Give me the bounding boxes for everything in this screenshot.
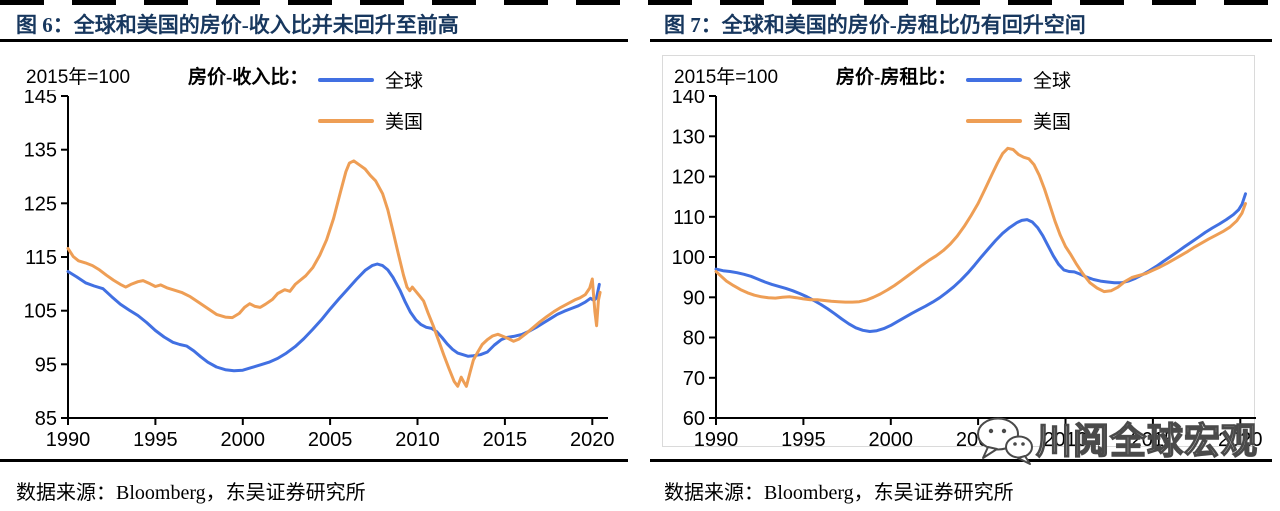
figure-6-source: 数据来源：Bloomberg，东吴证券研究所 <box>16 482 366 504</box>
y-tick-label: 140 <box>672 90 705 108</box>
series-line-global <box>66 262 601 373</box>
us-line-swatch <box>318 118 374 123</box>
figure-6-panel: 图 6：全球和美国的房价-收入比并未回升至前高 2015年=100 房价-收入比… <box>0 0 632 511</box>
figure-7-title-rule <box>650 39 1272 42</box>
figure-7-title: 图 7：全球和美国的房价-房租比仍有回升空间 <box>664 13 1086 37</box>
x-tick-label: 1990 <box>46 429 91 451</box>
y-tick-label: 60 <box>683 408 705 430</box>
x-tick-label: 2010 <box>395 429 440 451</box>
x-tick-label: 2015 <box>483 429 528 451</box>
y-tick-label: 105 <box>24 301 57 323</box>
y-tick-label: 125 <box>24 193 57 215</box>
x-tick-label: 2005 <box>308 429 353 451</box>
legend-item-global: 全球 <box>966 66 1071 93</box>
figure-7-panel: 图 7：全球和美国的房价-房租比仍有回升空间 2015年=100 房价-房租比：… <box>648 0 1280 511</box>
y-tick-label: 110 <box>673 207 705 229</box>
x-tick-label: 2020 <box>1218 429 1263 451</box>
y-tick-label: 145 <box>24 90 57 108</box>
index-base-note: 2015年=100 <box>674 67 779 88</box>
y-tick-label: 120 <box>672 167 705 189</box>
us-line-swatch <box>966 118 1022 123</box>
line-chart-figure-6: 85 95 105 115 125 135 145 1990 1995 2000 2005 2010 2… <box>24 90 615 451</box>
x-tick-label: 2010 <box>1043 429 1088 451</box>
legend-label-us: 美国 <box>1033 112 1072 133</box>
figure-7-plot-border <box>662 55 1255 447</box>
legend-item-us: 美国 <box>966 107 1071 134</box>
figure-7-source: 数据来源：Bloomberg，东吴证券研究所 <box>664 482 1014 504</box>
y-tick-label: 100 <box>672 247 705 269</box>
x-tick-label: 1995 <box>781 429 826 451</box>
y-tick-label: 70 <box>683 368 705 390</box>
wechat-icon <box>977 417 1033 465</box>
figure-6-title-rule <box>0 39 628 42</box>
y-tick-label: 130 <box>672 126 705 148</box>
x-tick-label: 2000 <box>221 429 266 451</box>
y-tick-label: 90 <box>683 287 705 309</box>
watermark-text: 川阅全球宏观 <box>1035 421 1259 461</box>
x-tick-label: 1995 <box>133 429 178 451</box>
page-top-dashed-border <box>0 0 1280 5</box>
legend-label-global: 全球 <box>385 71 424 92</box>
legend-title: 房价-收入比： <box>188 67 309 88</box>
figure-7-source-rule <box>650 459 1272 462</box>
watermark: 川阅全球宏观 <box>976 416 1258 466</box>
series-line-us <box>714 146 1247 304</box>
global-line-swatch <box>318 77 374 82</box>
legend-title: 房价-房租比： <box>836 67 957 88</box>
legend-item-global: 全球 <box>318 66 423 93</box>
index-base-note: 2015年=100 <box>26 67 131 88</box>
x-tick-label: 2020 <box>570 429 615 451</box>
y-tick-label: 135 <box>24 140 57 162</box>
x-tick-label: 1990 <box>694 429 739 451</box>
legend-item-us: 美国 <box>318 107 423 134</box>
global-line-swatch <box>966 77 1022 82</box>
y-tick-label: 80 <box>683 328 705 350</box>
y-tick-label: 95 <box>35 354 57 376</box>
legend-label-us: 美国 <box>385 112 424 133</box>
x-tick-label: 2015 <box>1131 429 1176 451</box>
x-tick-label: 2000 <box>869 429 914 451</box>
y-tick-label: 85 <box>35 408 57 430</box>
legend-label-global: 全球 <box>1033 71 1072 92</box>
series-line-global <box>714 192 1247 333</box>
y-tick-label: 115 <box>25 247 57 269</box>
series-line-us <box>66 159 602 388</box>
figure-6-title: 图 6：全球和美国的房价-收入比并未回升至前高 <box>16 13 459 37</box>
figure-6-source-rule <box>0 459 628 462</box>
